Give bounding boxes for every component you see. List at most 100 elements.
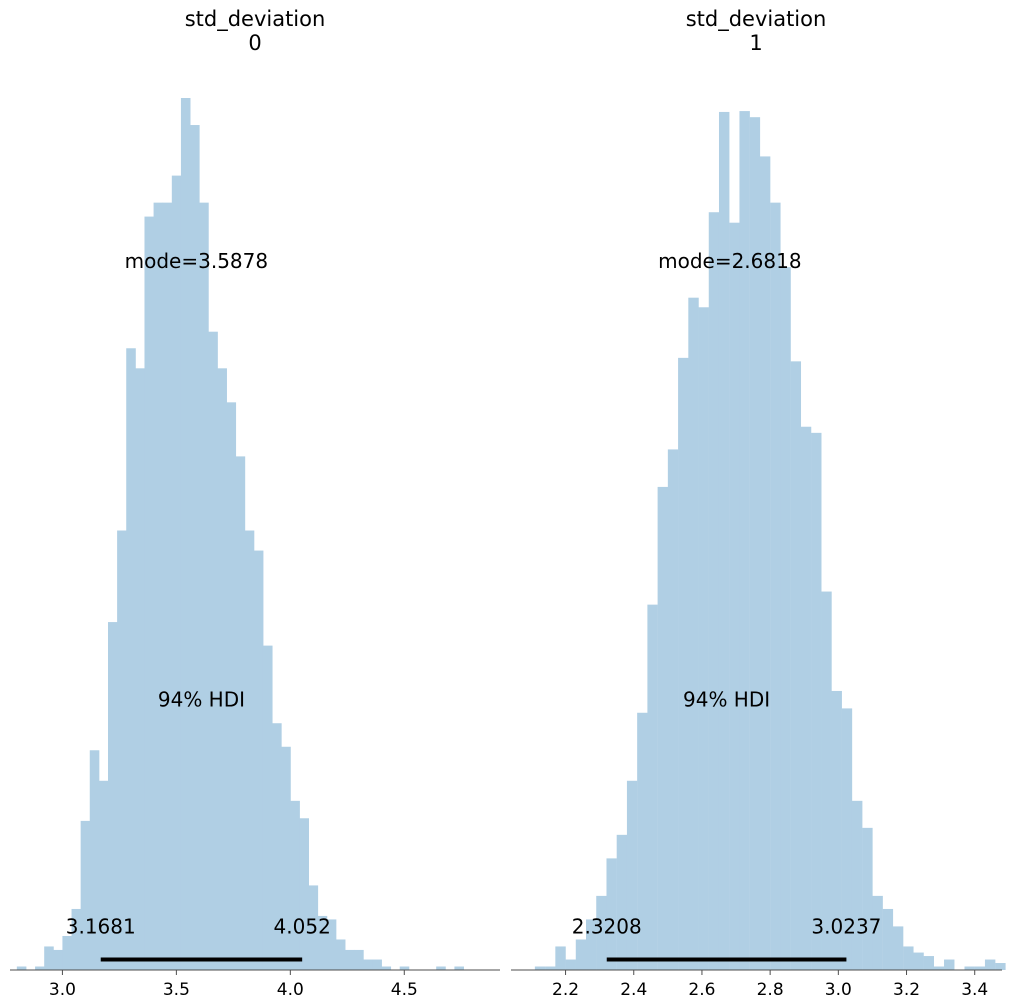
- histogram-bar: [729, 222, 740, 970]
- histogram-bar: [841, 708, 853, 970]
- histogram-bar: [739, 111, 750, 970]
- histogram-bar: [626, 780, 638, 970]
- x-tick-label: 2.2: [552, 980, 579, 1000]
- hdi-label: 94% HDI: [683, 688, 770, 712]
- histogram-bar: [862, 827, 873, 970]
- histogram-bar: [555, 946, 566, 970]
- hdi-high-label: 3.0237: [811, 914, 881, 938]
- chart-subtitle: 1: [749, 31, 762, 55]
- histogram-bar: [780, 267, 791, 970]
- histogram-bar: [759, 156, 771, 971]
- hdi-low-label: 2.3208: [572, 914, 642, 938]
- histogram-bar: [882, 908, 894, 970]
- histogram-bar: [53, 949, 63, 970]
- histogram-bar: [821, 591, 832, 970]
- histogram-bar: [44, 946, 54, 970]
- x-tick-label: 3.2: [893, 980, 920, 1000]
- x-tick-label: 2.6: [688, 980, 715, 1000]
- histogram-bar: [372, 959, 382, 970]
- x-tick-label: 2.4: [620, 980, 647, 1000]
- histogram-bar: [974, 966, 986, 970]
- hdi-high-label: 4.052: [274, 914, 331, 938]
- histogram-bar: [454, 966, 464, 970]
- histogram-bar: [851, 800, 863, 970]
- histogram-bar: [180, 98, 191, 970]
- histogram-bar: [534, 966, 546, 970]
- histogram-bar: [354, 949, 364, 970]
- histogram-bar: [117, 530, 127, 970]
- x-tick-label: 3.4: [961, 980, 988, 1000]
- histogram-bar: [964, 966, 975, 970]
- histogram-bar: [575, 939, 587, 970]
- histogram-bar: [162, 202, 173, 970]
- histogram-bar: [678, 357, 689, 970]
- histogram-bar: [545, 966, 556, 970]
- chart-subtitle: 0: [248, 31, 261, 55]
- histogram-bar: [199, 202, 209, 970]
- histogram-bar: [647, 604, 658, 970]
- histogram-bar: [708, 212, 720, 971]
- x-tick-label: 2.8: [757, 980, 784, 1000]
- histogram-bar: [565, 959, 576, 970]
- histogram-bar: [436, 966, 446, 970]
- histogram-bar: [16, 966, 27, 970]
- histogram-bar: [308, 885, 319, 970]
- histogram-bar: [281, 746, 291, 970]
- histogram-bar: [135, 368, 145, 970]
- histogram-bar: [637, 712, 648, 970]
- histogram-bar: [913, 952, 924, 970]
- histogram-bar: [217, 368, 227, 970]
- histogram-bar: [892, 926, 904, 970]
- histogram-bar: [345, 949, 355, 970]
- histogram-bar: [262, 645, 273, 970]
- histogram-bar: [80, 820, 91, 970]
- histogram-bar: [244, 530, 255, 970]
- histogram-bar: [381, 966, 392, 970]
- histogram-bar: [586, 919, 597, 970]
- histogram-bar: [718, 111, 730, 970]
- histogram-bar: [171, 175, 182, 971]
- histogram-bar: [933, 966, 945, 970]
- histogram-bar: [98, 780, 109, 970]
- x-tick-label: 4.5: [391, 980, 418, 1000]
- histogram-bar: [657, 486, 669, 970]
- histogram-bar: [126, 348, 136, 970]
- mode-label: mode=3.5878: [125, 249, 268, 273]
- histogram-bar: [108, 622, 118, 970]
- histogram-bar: [399, 966, 410, 970]
- histogram-bar: [606, 858, 617, 970]
- histogram-bar: [62, 935, 72, 970]
- histogram-bar: [770, 202, 781, 970]
- histogram-bar: [995, 963, 1006, 970]
- hdi-label: 94% HDI: [158, 688, 245, 712]
- histogram-bar: [326, 919, 337, 970]
- histogram-bar: [944, 959, 955, 970]
- histogram-bar: [153, 202, 164, 970]
- histogram-bar: [71, 908, 82, 970]
- hdi-low-label: 3.1681: [66, 914, 136, 938]
- histogram-bar: [208, 331, 218, 970]
- histogram-bar: [872, 895, 883, 970]
- histogram-bar: [89, 750, 100, 970]
- histogram-bar: [923, 956, 934, 970]
- x-tick-label: 3.0: [825, 980, 852, 1000]
- histogram-bar: [984, 959, 996, 970]
- histogram-bar: [290, 800, 300, 970]
- histogram-bar: [144, 216, 155, 971]
- mode-label: mode=2.6818: [658, 249, 801, 273]
- histogram-bar: [698, 307, 709, 970]
- histogram-bar: [253, 550, 264, 970]
- histogram-bar: [35, 966, 45, 970]
- histogram-bar: [800, 426, 812, 970]
- histogram-bar: [272, 723, 282, 970]
- histogram-bar: [299, 818, 309, 970]
- histogram-bar: [749, 117, 761, 971]
- chart-title: std_deviation: [686, 7, 827, 32]
- x-tick-label: 3.5: [163, 980, 190, 1000]
- histogram-bar: [317, 915, 328, 970]
- histogram-bar: [667, 449, 679, 970]
- chart-title: std_deviation: [185, 7, 326, 32]
